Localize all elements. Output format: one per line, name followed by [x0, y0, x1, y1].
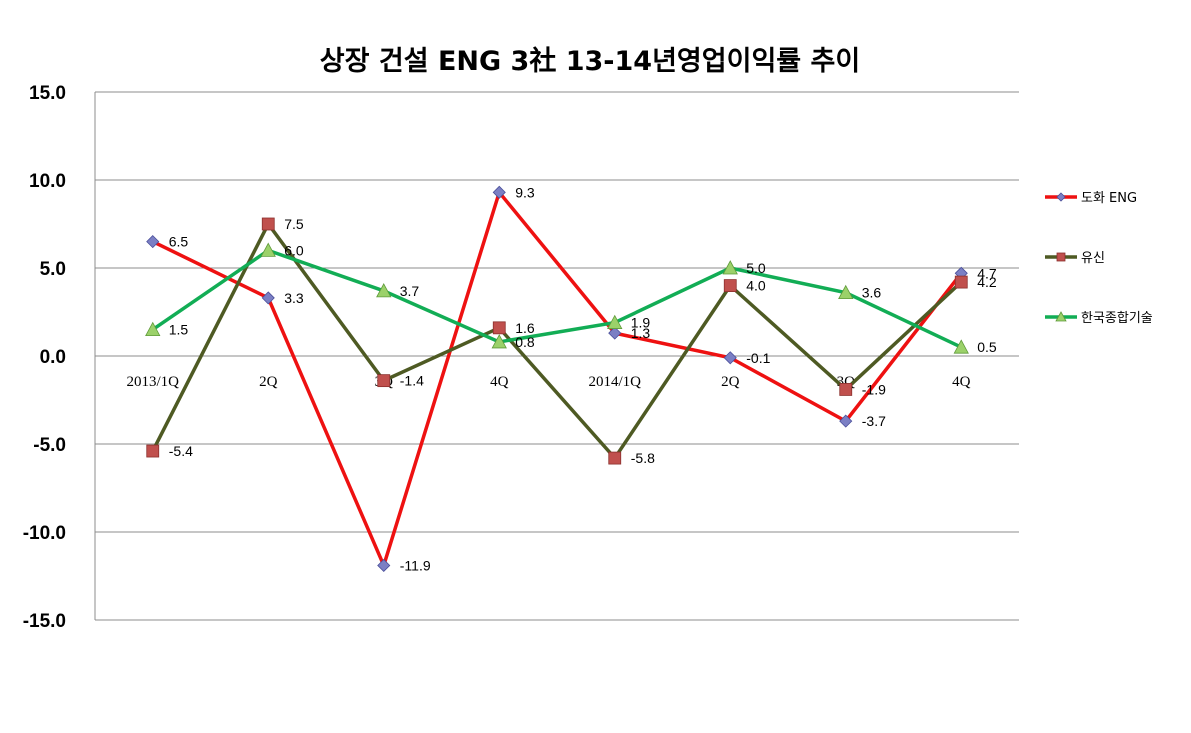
series-line [151, 220, 963, 461]
legend-marker [1056, 192, 1066, 202]
legend-marker [1056, 252, 1066, 262]
legend-marker [1055, 311, 1067, 322]
data-point [722, 260, 738, 275]
data-point [723, 351, 737, 365]
y-tick-label: 5.0 [40, 259, 66, 280]
data-point [377, 558, 391, 573]
data-label: -5.4 [169, 443, 193, 459]
data-point [377, 374, 391, 388]
data-point [954, 275, 968, 289]
y-tick-label: -15.0 [23, 611, 66, 632]
data-point [953, 339, 969, 354]
x-tick-label: 2014/1Q [589, 374, 642, 390]
x-tick-label: 4Q [490, 374, 509, 390]
data-point [608, 326, 622, 340]
data-label: 6.0 [284, 242, 304, 258]
series-line [151, 248, 962, 349]
data-point [261, 217, 275, 231]
data-point [723, 279, 737, 293]
data-label: -0.1 [746, 350, 770, 366]
x-tick-label: 2013/1Q [127, 374, 180, 390]
y-tick-label: 15.0 [29, 83, 66, 104]
data-point [376, 283, 392, 298]
data-label: 4.7 [977, 265, 997, 281]
y-tick-label: 0.0 [40, 347, 66, 368]
data-label: -1.4 [400, 373, 424, 389]
data-point [260, 242, 276, 257]
gridlines [95, 91, 1019, 621]
data-point [146, 235, 160, 249]
data-point [607, 314, 623, 329]
data-label: 3.6 [862, 285, 882, 301]
data-label: 9.3 [515, 184, 535, 200]
data-label: 1.6 [515, 320, 535, 336]
data-point [839, 414, 853, 428]
y-tick-label: -5.0 [33, 435, 66, 456]
x-tick-label: 2Q [259, 374, 278, 390]
legend-label: 도화 ENG [1081, 191, 1137, 206]
data-point [492, 321, 506, 335]
data-label: -11.9 [400, 557, 431, 573]
x-tick-label: 4Q [952, 374, 971, 390]
data-label: 4.2 [977, 274, 997, 290]
series-group [145, 185, 969, 573]
legend-label: 한국종합기술 [1081, 311, 1153, 326]
data-label: 0.8 [515, 334, 535, 350]
data-point [146, 444, 160, 458]
data-label: 4.0 [746, 278, 766, 294]
data-point [145, 321, 161, 337]
data-labels: 6.5 3.3 -11.9 9.3 1.3 -0.1 -3.7 4.7 -5.4 7.5 -1.4 1… [169, 184, 997, 573]
data-label: 6.5 [169, 234, 189, 250]
legend-label: 유신 [1081, 251, 1105, 266]
data-point [492, 185, 506, 199]
data-label: 1.3 [631, 325, 651, 341]
data-label: 5.0 [746, 260, 766, 276]
chart-title: 상장 건설 ENG 3社 13-14년영업이익률 추이 [320, 45, 860, 77]
data-point [491, 334, 507, 349]
data-label: 3.7 [400, 283, 420, 299]
series-line [151, 188, 963, 571]
x-tick-label: 2Q [721, 374, 740, 390]
y-tick-label: -10.0 [23, 523, 66, 544]
y-tick-label: 10.0 [29, 171, 66, 192]
data-point [838, 284, 854, 300]
data-point [608, 451, 622, 465]
data-label: 0.5 [977, 339, 997, 355]
data-point [261, 291, 275, 305]
data-point [839, 383, 853, 396]
data-label: -3.7 [862, 413, 886, 429]
data-label: 7.5 [284, 216, 304, 232]
data-label: 1.9 [631, 315, 651, 331]
data-label: 1.5 [169, 322, 189, 338]
data-label: -5.8 [631, 450, 655, 466]
data-label: 3.3 [284, 290, 304, 306]
data-label: -1.9 [862, 381, 886, 397]
